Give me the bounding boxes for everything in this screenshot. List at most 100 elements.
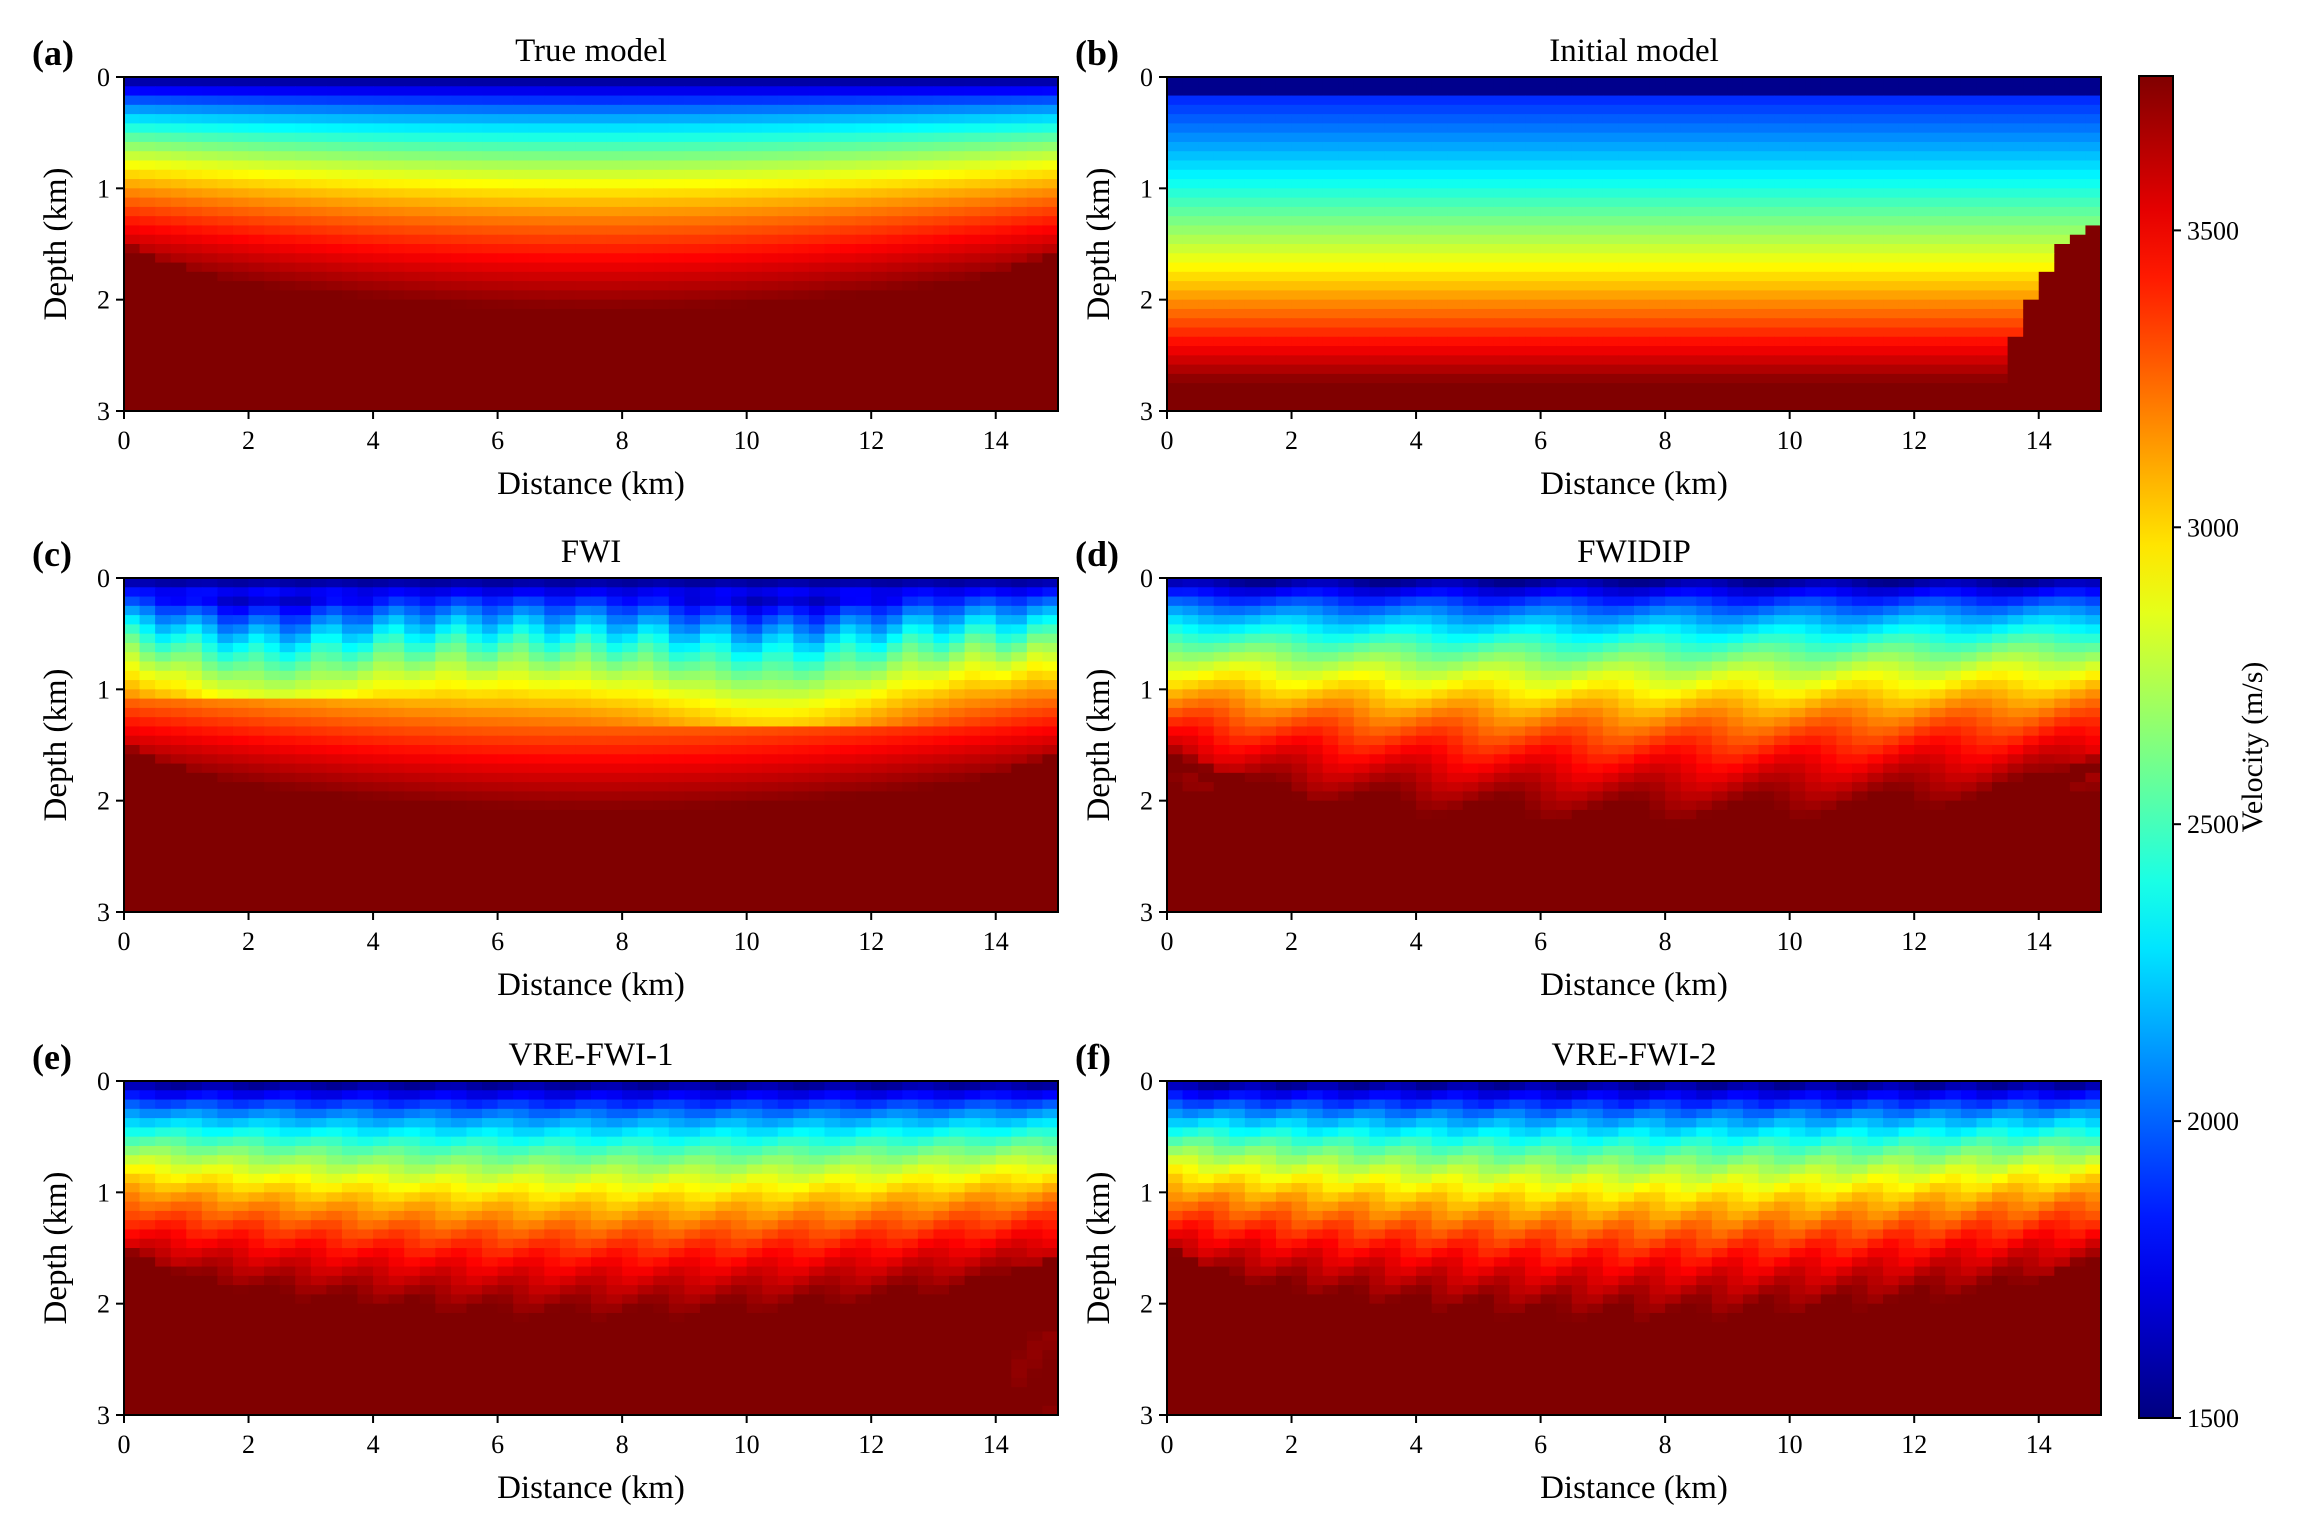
heatmap-cell: [964, 355, 981, 366]
heatmap-cell: [902, 225, 919, 236]
heatmap-cell: [450, 661, 468, 672]
heatmap-cell: [155, 179, 172, 189]
heatmap-cell: [2038, 308, 2055, 319]
heatmap-cell: [295, 318, 312, 329]
heatmap-cell: [886, 160, 903, 171]
heatmap-cell: [1836, 290, 1853, 301]
heatmap-cell: [1774, 401, 1791, 412]
heatmap-cell: [964, 114, 981, 124]
heatmap-cell: [699, 327, 717, 338]
heatmap-cell: [715, 206, 732, 217]
heatmap-cell: [201, 132, 218, 143]
heatmap-cell: [1462, 392, 1479, 403]
heatmap-cell: [326, 661, 343, 672]
heatmap-cell: [1447, 364, 1464, 375]
heatmap-cell: [1026, 364, 1044, 375]
heatmap-cell: [1992, 336, 2009, 347]
heatmap-cell: [886, 299, 903, 310]
heatmap-cell: [1805, 299, 1822, 310]
heatmap-cell: [1851, 86, 1869, 97]
heatmap-cell: [124, 114, 141, 124]
heatmap-cell: [1789, 383, 1806, 394]
heatmap-cell: [606, 95, 623, 106]
heatmap-cell: [871, 642, 888, 653]
heatmap-cell: [450, 141, 468, 152]
heatmap-cell: [341, 346, 359, 356]
heatmap-cell: [1275, 262, 1293, 273]
heatmap-cell: [1307, 299, 1324, 310]
heatmap-cell: [995, 364, 1012, 375]
heatmap-cell: [731, 216, 748, 227]
heatmap-cell: [232, 151, 250, 162]
heatmap-cell: [1229, 95, 1246, 106]
heatmap-cell: [1680, 271, 1697, 282]
heatmap-cell: [1711, 392, 1728, 403]
heatmap-cell: [2069, 179, 2087, 189]
heatmap-cell: [264, 169, 281, 180]
heatmap-cell: [746, 225, 763, 236]
heatmap-cell: [808, 151, 826, 162]
heatmap-cell: [450, 401, 468, 412]
heatmap-cell: [1945, 355, 1962, 366]
heatmap-cell: [466, 123, 483, 134]
heatmap-cell: [668, 197, 685, 208]
heatmap-cell: [279, 123, 296, 134]
heatmap-cell: [855, 160, 872, 171]
heatmap-cell: [170, 253, 187, 264]
heatmap-cell: [1805, 179, 1822, 189]
heatmap-cell: [699, 401, 717, 412]
heatmap-cell: [2069, 308, 2087, 319]
heatmap-cell: [1540, 169, 1557, 180]
heatmap-cell: [1571, 77, 1588, 87]
heatmap-cell: [1836, 271, 1853, 282]
heatmap-cell: [248, 355, 265, 366]
heatmap-cell: [1369, 216, 1386, 227]
heatmap-cell: [326, 392, 343, 403]
heatmap-cell: [762, 578, 779, 588]
heatmap-cell: [1042, 605, 1059, 616]
heatmap-cell: [653, 373, 670, 384]
heatmap-cell: [793, 225, 810, 236]
heatmap-cell: [762, 253, 779, 264]
heatmap-cell: [217, 642, 234, 653]
heatmap-cell: [482, 95, 499, 106]
heatmap-cell: [466, 86, 483, 97]
heatmap-cell: [466, 151, 483, 162]
heatmap-cell: [1929, 225, 1946, 236]
heatmap-cell: [419, 401, 436, 412]
heatmap-cell: [1540, 373, 1557, 384]
heatmap-cell: [248, 123, 265, 134]
heatmap-cell: [949, 188, 966, 199]
heatmap-cell: [170, 587, 187, 598]
heatmap-cell: [855, 355, 872, 366]
heatmap-cell: [715, 281, 732, 291]
heatmap-cell: [995, 206, 1012, 217]
heatmap-cell: [1431, 290, 1448, 301]
heatmap-cell: [1587, 225, 1604, 236]
heatmap-cell: [559, 179, 577, 189]
heatmap-cell: [995, 299, 1012, 310]
heatmap-cell: [777, 114, 794, 124]
heatmap-cell: [124, 401, 141, 412]
heatmap-cell: [1400, 262, 1417, 273]
heatmap-cell: [1851, 234, 1869, 245]
heatmap-cell: [1369, 392, 1386, 403]
heatmap-cell: [1026, 225, 1044, 236]
heatmap-cell: [1182, 188, 1199, 199]
heatmap-cell: [1742, 234, 1760, 245]
heatmap-cell: [404, 578, 421, 588]
heatmap-cell: [357, 169, 374, 180]
heatmap-cell: [933, 225, 950, 236]
heatmap-cell: [404, 95, 421, 106]
heatmap-cell: [1525, 355, 1542, 366]
heatmap-cell: [855, 123, 872, 134]
heatmap-cell: [1727, 364, 1744, 375]
heatmap-cell: [1478, 77, 1495, 87]
heatmap-cell: [824, 355, 841, 366]
heatmap-cell: [606, 141, 623, 152]
heatmap-cell: [186, 670, 203, 681]
heatmap-cell: [824, 392, 841, 403]
heatmap-cell: [497, 253, 514, 264]
heatmap-cell: [373, 346, 390, 356]
